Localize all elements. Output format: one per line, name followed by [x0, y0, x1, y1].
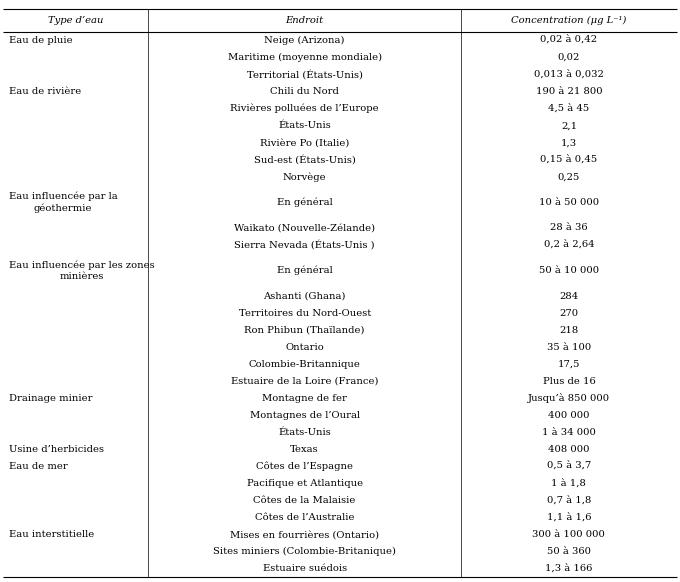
Text: Sud-est (États-Unis): Sud-est (États-Unis)	[254, 155, 356, 165]
Text: Eau influencée par les zones
minières: Eau influencée par les zones minières	[9, 260, 154, 281]
Text: Mises en fourrières (Ontario): Mises en fourrières (Ontario)	[230, 530, 379, 540]
Text: 408 000: 408 000	[548, 445, 590, 454]
Text: Usine d’herbicides: Usine d’herbicides	[9, 445, 104, 454]
Text: 1 à 34 000: 1 à 34 000	[542, 428, 596, 437]
Text: Eau de rivière: Eau de rivière	[9, 87, 81, 96]
Text: Côtes de l’Espagne: Côtes de l’Espagne	[256, 462, 353, 471]
Text: 2,1: 2,1	[561, 121, 577, 130]
Text: 1,3: 1,3	[561, 139, 577, 147]
Text: Côtes de l’Australie: Côtes de l’Australie	[255, 513, 354, 522]
Text: Pacifique et Atlantique: Pacifique et Atlantique	[247, 479, 362, 488]
Text: Territorial (États-Unis): Territorial (États-Unis)	[247, 70, 362, 80]
Text: Eau de mer: Eau de mer	[9, 462, 67, 471]
Text: Plus de 16: Plus de 16	[543, 377, 595, 386]
Text: 218: 218	[559, 326, 579, 335]
Text: 270: 270	[560, 308, 579, 318]
Text: Endroit: Endroit	[286, 16, 324, 25]
Text: 17,5: 17,5	[558, 360, 580, 369]
Text: 35 à 100: 35 à 100	[547, 343, 591, 352]
Text: En général: En général	[277, 266, 333, 275]
Text: Type d’eau: Type d’eau	[48, 16, 103, 25]
Text: 0,25: 0,25	[558, 172, 580, 182]
Text: 0,02 à 0,42: 0,02 à 0,42	[541, 36, 598, 45]
Text: Concentration (μg L⁻¹): Concentration (μg L⁻¹)	[511, 16, 626, 25]
Text: Estuaire de la Loire (France): Estuaire de la Loire (France)	[231, 377, 378, 386]
Text: Montagne de fer: Montagne de fer	[262, 394, 347, 403]
Text: Norvège: Norvège	[283, 172, 326, 182]
Text: Rivière Po (Italie): Rivière Po (Italie)	[260, 139, 350, 147]
Text: Eau interstitielle: Eau interstitielle	[9, 530, 94, 540]
Text: 0,5 à 3,7: 0,5 à 3,7	[547, 462, 591, 471]
Text: États-Unis: États-Unis	[278, 121, 331, 130]
Text: 190 à 21 800: 190 à 21 800	[536, 87, 602, 96]
Text: 50 à 360: 50 à 360	[547, 547, 591, 556]
Text: Sierra Nevada (États-Unis ): Sierra Nevada (États-Unis )	[235, 240, 375, 250]
Text: Eau influencée par la
géothermie: Eau influencée par la géothermie	[9, 192, 118, 213]
Text: 0,02: 0,02	[558, 53, 580, 62]
Text: Estuaire suédois: Estuaire suédois	[262, 565, 347, 573]
Text: 0,013 à 0,032: 0,013 à 0,032	[534, 70, 604, 79]
Text: 28 à 36: 28 à 36	[550, 223, 588, 232]
Text: États-Unis: États-Unis	[278, 428, 331, 437]
Text: 1,3 à 166: 1,3 à 166	[545, 564, 592, 573]
Text: 0,15 à 0,45: 0,15 à 0,45	[541, 155, 598, 165]
Text: Sites miniers (Colombie-Britanique): Sites miniers (Colombie-Britanique)	[213, 547, 396, 556]
Text: 300 à 100 000: 300 à 100 000	[532, 530, 605, 540]
Text: 0,7 à 1,8: 0,7 à 1,8	[547, 496, 591, 505]
Text: 1 à 1,8: 1 à 1,8	[551, 479, 586, 488]
Text: Maritime (moyenne mondiale): Maritime (moyenne mondiale)	[228, 53, 381, 62]
Text: Ontario: Ontario	[286, 343, 324, 352]
Text: Ashanti (Ghana): Ashanti (Ghana)	[263, 292, 346, 301]
Text: Montagnes de l’Oural: Montagnes de l’Oural	[250, 411, 360, 420]
Text: Neige (Arizona): Neige (Arizona)	[265, 36, 345, 45]
Text: 1,1 à 1,6: 1,1 à 1,6	[547, 513, 591, 522]
Text: 50 à 10 000: 50 à 10 000	[539, 266, 599, 275]
Text: Eau de pluie: Eau de pluie	[9, 36, 73, 45]
Text: Territoires du Nord-Ouest: Territoires du Nord-Ouest	[239, 308, 371, 318]
Text: Chili du Nord: Chili du Nord	[270, 87, 339, 96]
Text: 284: 284	[559, 292, 579, 301]
Text: Waikato (Nouvelle-Zélande): Waikato (Nouvelle-Zélande)	[234, 223, 375, 232]
Text: 4,5 à 45: 4,5 à 45	[548, 104, 590, 113]
Text: Drainage minier: Drainage minier	[9, 394, 92, 403]
Text: 0,2 à 2,64: 0,2 à 2,64	[543, 240, 594, 250]
Text: Jusqu’à 850 000: Jusqu’à 850 000	[528, 393, 610, 403]
Text: Colombie-Britannique: Colombie-Britannique	[249, 360, 360, 369]
Text: 400 000: 400 000	[548, 411, 590, 420]
Text: 10 à 50 000: 10 à 50 000	[539, 198, 599, 207]
Text: Texas: Texas	[290, 445, 319, 454]
Text: Rivières polluées de l’Europe: Rivières polluées de l’Europe	[231, 104, 379, 113]
Text: Ron Phibun (Thaïlande): Ron Phibun (Thaïlande)	[244, 326, 365, 335]
Text: En général: En général	[277, 198, 333, 207]
Text: Côtes de la Malaisie: Côtes de la Malaisie	[254, 496, 356, 505]
